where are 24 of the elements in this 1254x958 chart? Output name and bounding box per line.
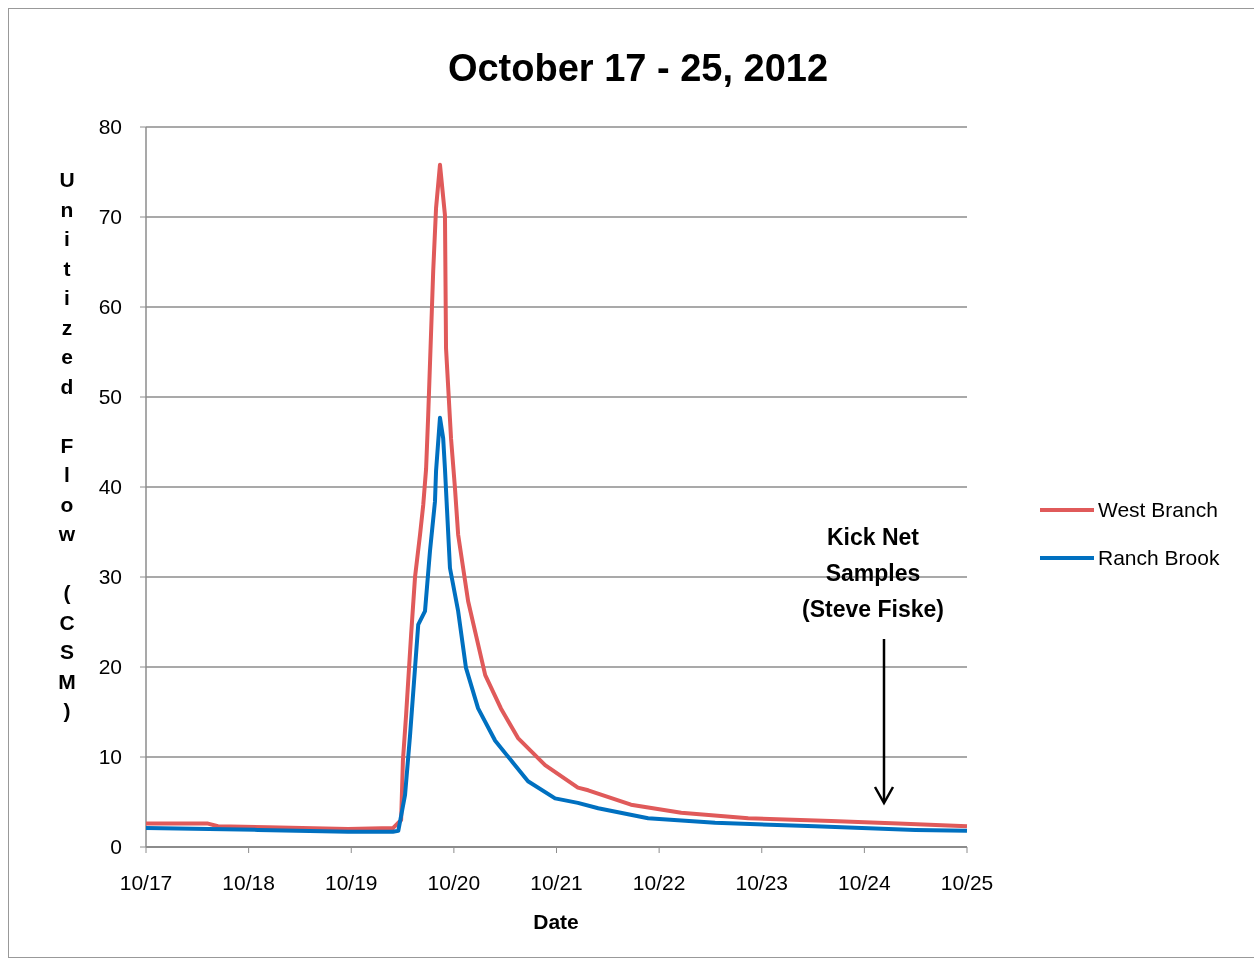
legend-label: West Branch: [1098, 498, 1218, 521]
chart-title: October 17 - 25, 2012: [447, 47, 829, 89]
y-tick-label: 70: [98, 205, 122, 228]
y-axis-title: Unitized Flow (CSM): [55, 168, 79, 729]
y-tick-label: 50: [98, 385, 122, 408]
y-tick-label: 60: [98, 295, 122, 318]
y-tick-label: 80: [98, 115, 122, 138]
x-tick-label: 10/25: [940, 871, 994, 894]
legend-label: Ranch Brook: [1098, 546, 1220, 569]
annotation: Kick Net Samples (Steve Fiske): [802, 524, 944, 622]
x-tick-label: 10/19: [324, 871, 378, 894]
x-tick-label: 10/23: [735, 871, 789, 894]
x-tick-label: 10/18: [222, 871, 275, 894]
y-tick-label: 0: [110, 835, 122, 858]
y-tick-label: 10: [98, 745, 122, 768]
x-tick-label: 10/21: [530, 871, 583, 894]
x-axis-title: Date: [533, 910, 579, 933]
x-tick-label: 10/24: [838, 871, 891, 894]
x-tick-label: 10/17: [119, 871, 173, 894]
x-tick-label: 10/20: [427, 871, 481, 894]
y-tick-label: 40: [98, 475, 122, 498]
y-tick-label: 30: [98, 565, 122, 588]
y-tick-label: 20: [98, 655, 122, 678]
x-tick-label: 10/22: [632, 871, 686, 894]
